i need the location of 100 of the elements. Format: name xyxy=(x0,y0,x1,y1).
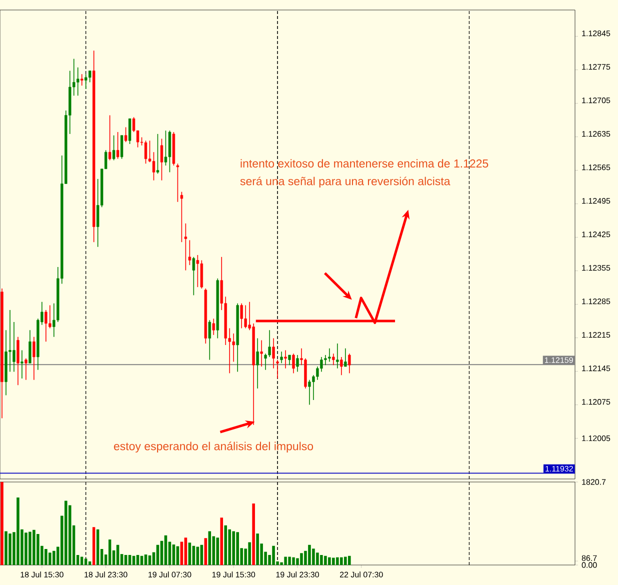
bar xyxy=(8,534,12,565)
y-tick-label: 1.12145 xyxy=(582,366,610,372)
candlestick xyxy=(280,351,283,364)
ref-line-label: 1.11932 xyxy=(546,466,573,472)
bar xyxy=(64,500,68,565)
x-tick-label: 19 Jul 07:30 xyxy=(148,572,192,578)
candlestick xyxy=(152,152,156,181)
candlestick xyxy=(124,126,128,142)
candlestick xyxy=(120,134,124,160)
bar xyxy=(236,532,239,565)
bar xyxy=(248,542,251,565)
y-tick-label: 1.12355 xyxy=(582,265,610,271)
candlestick xyxy=(212,318,215,336)
candlestick xyxy=(188,240,192,266)
annotation: estoy esperando el análisis del impulso xyxy=(114,442,314,453)
candlestick xyxy=(164,130,168,166)
bar xyxy=(300,553,303,565)
candlestick xyxy=(348,353,351,374)
candlestick xyxy=(176,163,180,202)
candlestick xyxy=(184,223,188,271)
bar xyxy=(36,534,40,565)
candlestick xyxy=(32,336,36,380)
candlestick xyxy=(200,260,204,289)
bar xyxy=(216,538,220,565)
bar xyxy=(84,558,88,565)
bar xyxy=(340,557,343,565)
y-tick-label: 1.12005 xyxy=(582,435,610,442)
candlestick xyxy=(332,353,335,366)
bar xyxy=(348,556,351,565)
bar xyxy=(232,531,235,565)
candlestick xyxy=(16,336,20,386)
candlestick xyxy=(340,356,343,376)
candlestick xyxy=(196,254,200,288)
bar xyxy=(32,530,36,565)
bar xyxy=(312,548,315,565)
bar xyxy=(0,482,4,565)
candlestick xyxy=(192,256,196,296)
candlestick xyxy=(116,132,120,160)
bar xyxy=(328,557,331,565)
candlestick xyxy=(308,380,311,406)
x-tick-label: 18 Jul 23:30 xyxy=(84,572,128,578)
y-tick-label: 1.12285 xyxy=(582,298,610,304)
bar xyxy=(52,550,56,565)
bar xyxy=(48,552,52,565)
candlestick xyxy=(48,304,52,329)
ref-line-label: 1.12159 xyxy=(544,357,573,363)
y-tick-label: 1.12705 xyxy=(582,98,610,104)
bar xyxy=(220,518,224,565)
candlestick xyxy=(128,118,132,144)
bar xyxy=(308,544,311,565)
annotation: intento exitoso de mantenerse encima de 1.1225 xyxy=(240,159,488,168)
x-tick-label: 19 Jul 15:30 xyxy=(212,572,256,578)
candlestick xyxy=(76,67,80,96)
candlestick xyxy=(240,302,243,329)
bar xyxy=(204,538,208,565)
y-tick-label: 1.12775 xyxy=(582,64,610,70)
bar xyxy=(4,531,8,565)
bar xyxy=(208,531,212,565)
bar xyxy=(344,556,347,565)
candlestick xyxy=(232,333,235,362)
bar xyxy=(184,538,188,565)
bar xyxy=(228,529,231,565)
y-tick-label: 1.12495 xyxy=(582,198,610,204)
candlestick xyxy=(12,322,16,372)
bar xyxy=(144,554,148,565)
candlestick xyxy=(288,354,291,366)
candlestick xyxy=(256,338,259,389)
y-tick-label: 1.12635 xyxy=(582,131,610,137)
bar xyxy=(324,556,327,565)
x-tick-label: 18 Jul 15:30 xyxy=(20,572,64,578)
candlestick xyxy=(88,70,92,83)
bar xyxy=(256,534,259,565)
bar xyxy=(188,542,192,565)
y-tick-label: 1.12075 xyxy=(582,399,610,405)
bar xyxy=(16,498,20,565)
candlestick xyxy=(144,140,148,164)
bar xyxy=(28,532,32,565)
candlestick xyxy=(108,114,112,161)
candlestick xyxy=(180,191,184,242)
bar xyxy=(224,525,228,565)
bar xyxy=(92,527,96,565)
y-tick-label: 1.12845 xyxy=(582,30,610,36)
candlestick xyxy=(244,304,247,329)
candlestick xyxy=(296,354,299,372)
candlestick xyxy=(292,353,295,374)
candlestick xyxy=(28,330,32,364)
bar xyxy=(252,503,255,565)
y-tick-label: 1.12425 xyxy=(582,232,610,238)
candlestick xyxy=(336,343,339,369)
annotation: será una señal para una reversión alcista xyxy=(240,176,450,188)
candlestick xyxy=(80,74,84,86)
candlestick xyxy=(324,354,327,366)
bar xyxy=(44,549,48,565)
y-tick-label: 1820.7 xyxy=(582,479,606,485)
candlestick xyxy=(112,134,116,161)
candlestick xyxy=(24,358,28,380)
y-tick-label: 1.12215 xyxy=(582,332,610,338)
x-tick-label: 19 Jul 23:30 xyxy=(276,572,319,578)
y-tick-label: 86.7 xyxy=(582,555,597,561)
candlestick xyxy=(160,138,164,181)
